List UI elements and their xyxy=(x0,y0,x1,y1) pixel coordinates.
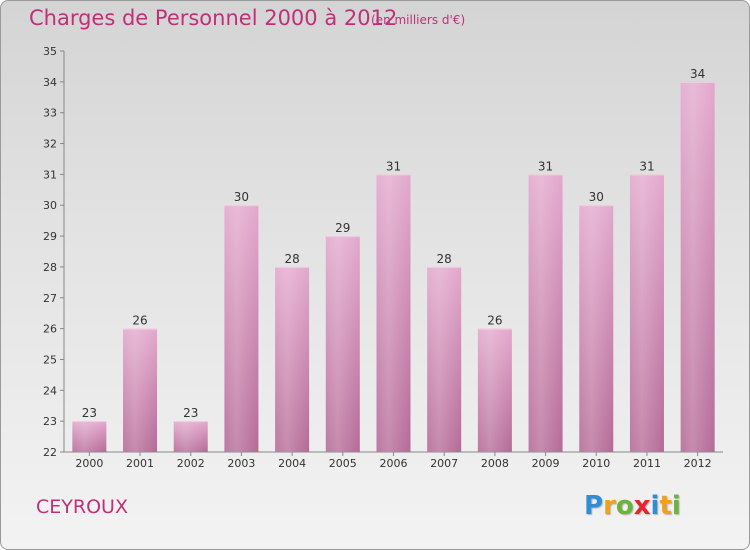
x-tick-label: 2009 xyxy=(532,457,560,470)
y-tick-label: 31 xyxy=(43,168,57,181)
value-label: 34 xyxy=(690,67,705,81)
logo-letter: x xyxy=(633,491,651,521)
x-tick-label: 2001 xyxy=(126,457,154,470)
x-tick-label: 2006 xyxy=(380,457,408,470)
y-tick-label: 25 xyxy=(43,353,57,366)
value-label: 26 xyxy=(487,314,502,328)
chart-bars xyxy=(72,81,715,452)
chart-axes: 22 23 24 25 26 27 28 29 30 31 32 33 34 35 xyxy=(43,45,723,459)
value-label: 23 xyxy=(82,406,97,420)
logo-letter: r xyxy=(603,491,616,521)
bar-highlight xyxy=(629,174,664,452)
logo-letter: t xyxy=(659,491,672,521)
bar-highlight xyxy=(376,174,411,452)
value-label: 28 xyxy=(437,252,452,266)
chart-title: Charges de Personnel 2000 à 2012 xyxy=(29,6,398,30)
y-tick-label: 29 xyxy=(43,230,57,243)
bar-highlight xyxy=(325,236,360,452)
y-tick-label: 24 xyxy=(43,384,57,397)
x-tick-label: 2012 xyxy=(684,457,712,470)
y-tick-label: 35 xyxy=(43,45,57,58)
commune-name: CEYROUX xyxy=(36,496,128,518)
x-tick-label: 2002 xyxy=(177,457,205,470)
value-label: 28 xyxy=(284,252,299,266)
bar-highlight xyxy=(123,328,158,452)
y-tick-label: 34 xyxy=(43,76,57,89)
y-tick-label: 32 xyxy=(43,138,57,151)
value-label: 29 xyxy=(335,221,350,235)
y-tick-label: 30 xyxy=(43,199,57,212)
x-tick-label: 2007 xyxy=(430,457,458,470)
y-tick-label: 22 xyxy=(43,446,57,459)
value-label: 31 xyxy=(538,159,553,173)
bar-highlight xyxy=(680,81,715,452)
bar-highlight xyxy=(173,421,208,452)
logo-letter: i xyxy=(671,491,681,521)
x-tick-label: 2004 xyxy=(278,457,306,470)
logo-letter: i xyxy=(650,491,660,521)
x-tick-label: 2000 xyxy=(75,457,103,470)
chart-subtitle: (en milliers d'€) xyxy=(371,13,466,27)
bar-highlight xyxy=(477,328,512,452)
x-tick-label: 2005 xyxy=(329,457,357,470)
bar-highlight xyxy=(275,266,310,452)
bar-highlight xyxy=(72,421,107,452)
x-tick-label: 2008 xyxy=(481,457,509,470)
value-label: 23 xyxy=(183,406,198,420)
x-tick-label: 2003 xyxy=(227,457,255,470)
proxiti-logo: Proxiti xyxy=(584,491,681,521)
y-tick-label: 28 xyxy=(43,261,57,274)
bar-highlight xyxy=(579,205,614,452)
y-tick-label: 27 xyxy=(43,292,57,305)
x-tick-label: 2010 xyxy=(582,457,610,470)
chart-labels: 2000 23 2001 26 2002 23 2003 30 2004 28 2005 29 2006… xyxy=(75,67,711,470)
y-tick-label: 33 xyxy=(43,107,57,120)
bar-highlight xyxy=(528,174,563,452)
bar-highlight xyxy=(224,205,259,452)
logo-letter: P xyxy=(584,491,604,521)
value-label: 31 xyxy=(386,159,401,173)
value-label: 30 xyxy=(589,190,604,204)
value-label: 26 xyxy=(132,314,147,328)
y-tick-label: 23 xyxy=(43,415,57,428)
value-label: 31 xyxy=(639,159,654,173)
y-tick-label: 26 xyxy=(43,323,57,336)
x-tick-label: 2011 xyxy=(633,457,661,470)
logo-letter: o xyxy=(615,491,634,521)
value-label: 30 xyxy=(234,190,249,204)
bar-highlight xyxy=(427,266,462,452)
